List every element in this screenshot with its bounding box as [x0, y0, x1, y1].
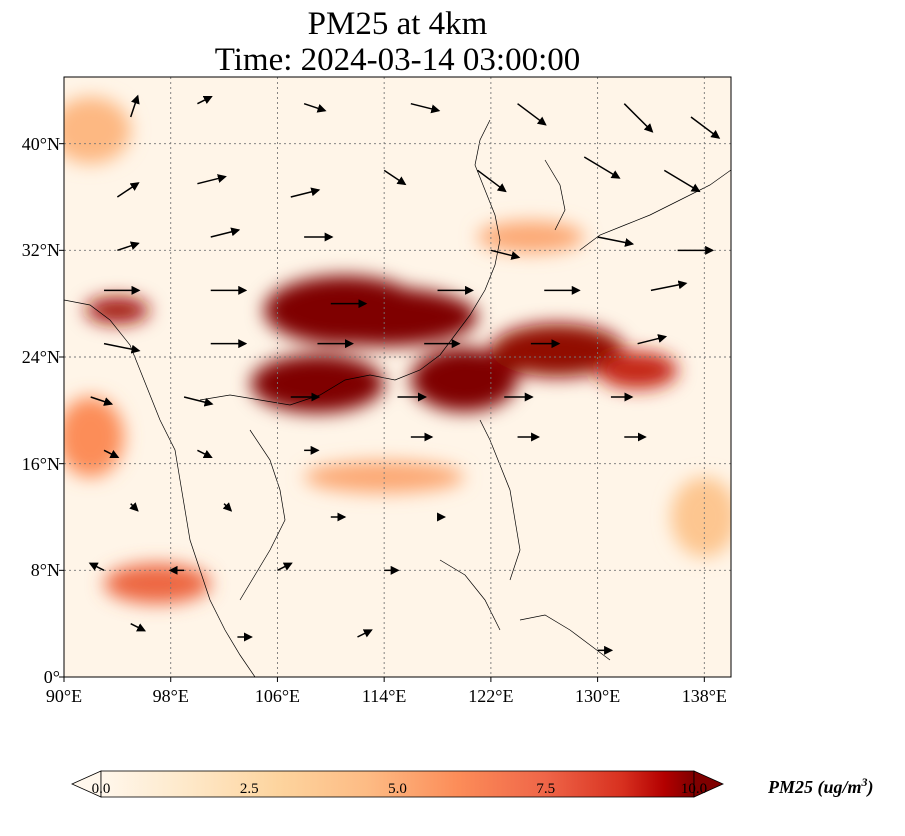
colorbar-tick-label: 10.0 [680, 781, 708, 797]
wind-arrow [197, 95, 213, 105]
colorbar-tick-label: 5.0 [388, 781, 407, 797]
wind-arrow [597, 236, 635, 247]
wind-arrow [222, 502, 233, 512]
plume-bay-of-bengal [64, 397, 125, 477]
wind-arrow [210, 227, 241, 238]
colorbar-label-close: ) [867, 777, 874, 797]
wind-arrow [637, 334, 668, 345]
wind-arrow [103, 449, 120, 459]
wind-arrow [490, 249, 521, 260]
wind-arrow [129, 502, 139, 512]
wind-arrow [129, 94, 140, 118]
colorbar-tick-label: 2.5 [239, 781, 259, 797]
wind-arrow [117, 241, 140, 252]
xtick-label: 122°E [468, 686, 514, 706]
ytick-label: 8°N [30, 560, 60, 581]
wind-arrow [277, 562, 293, 572]
wind-arrow [477, 169, 507, 193]
xtick-label: 114°E [361, 686, 407, 706]
xtick-label: 90°E [45, 686, 83, 706]
wind-arrow [410, 102, 441, 114]
ytick-label: 24°N [21, 347, 60, 367]
wind-arrow [623, 103, 654, 133]
plume-east-pacific-haze [670, 477, 731, 557]
xtick-label: 138°E [681, 686, 727, 706]
wind-arrow [88, 562, 105, 572]
wind-arrow [197, 449, 213, 459]
xtick-label: 130°E [574, 686, 621, 706]
ytick-label: 32°N [21, 240, 60, 261]
colorbar-label: PM25 (ug/m3) [768, 775, 874, 798]
wind-arrow [517, 103, 547, 126]
colorbar-label-main: PM25 (ug/m [768, 777, 862, 797]
plume-northwest-haze [64, 97, 131, 164]
wind-arrow [357, 629, 373, 638]
wind-arrow [130, 622, 147, 632]
colorbar-extend-high [693, 770, 724, 798]
colorbar-tick-label: 0.0 [91, 781, 111, 797]
pm25-field [64, 97, 731, 604]
colorbar-gradient [100, 770, 695, 798]
wind-arrow [583, 156, 621, 179]
plume-myanmar-spot [85, 297, 150, 324]
plume-east-china-sea [490, 323, 625, 378]
wind-arrow [116, 182, 140, 198]
wind-arrow [197, 174, 227, 185]
wind-arrow [663, 169, 701, 193]
coastlines [64, 119, 731, 677]
wind-arrow [303, 102, 327, 113]
ytick-label: 40°N [21, 133, 60, 154]
ytick-label: 0° [43, 667, 60, 687]
axis-tickmarks [59, 143, 705, 682]
plume-yellow-sea-haze [477, 221, 585, 253]
xtick-label: 98°E [152, 686, 189, 706]
colorbar-label-sup: 3 [861, 775, 868, 789]
map-frame [63, 76, 732, 678]
map-title-line1: PM25 at 4km [307, 6, 488, 42]
wind-arrow [103, 342, 141, 354]
wind-arrow [90, 396, 114, 406]
wind-arrow [290, 187, 321, 198]
colorbar-tick-label: 7.5 [536, 781, 556, 797]
plume-pacific-tail [597, 351, 678, 390]
map-title-line2: Time: 2024-03-14 03:00:00 [214, 42, 581, 78]
wind-arrow [183, 396, 214, 407]
wind-arrow [690, 116, 721, 139]
xtick-label: 106°E [254, 686, 301, 706]
ytick-label: 16°N [21, 453, 60, 474]
wind-arrow [650, 280, 688, 292]
plume-indochina-band [250, 354, 385, 413]
plume-malay-streak [104, 563, 211, 604]
wind-vectors [88, 94, 721, 655]
wind-arrow [383, 169, 407, 186]
